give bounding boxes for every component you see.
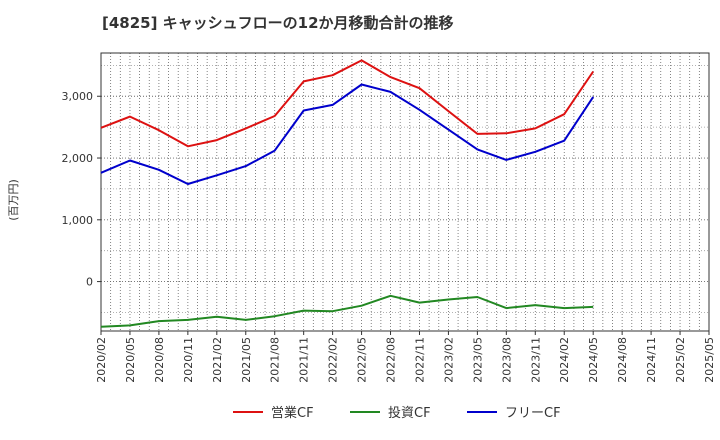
- x-tick-label: 2020/02: [95, 337, 108, 383]
- x-tick-label: 2023/05: [471, 337, 484, 383]
- series-line-1: [100, 294, 594, 328]
- legend-label-1: 投資CF: [388, 405, 431, 421]
- x-tick-label: 2021/05: [240, 337, 253, 383]
- x-tick-label: 2025/02: [674, 337, 687, 383]
- x-tick-label: 2020/05: [124, 337, 137, 383]
- x-tick-label: 2021/02: [211, 337, 224, 383]
- y-tick-label: 0: [86, 276, 93, 289]
- x-tick-label: 2024/11: [645, 337, 658, 383]
- x-tick-label: 2022/11: [413, 337, 426, 383]
- plot-frame: [100, 52, 710, 332]
- x-tick-label: 2023/02: [442, 337, 455, 383]
- series-line-2: [100, 83, 595, 185]
- x-tick-label: 2023/08: [500, 337, 513, 383]
- y-axis-label: (百万円): [7, 179, 20, 221]
- legend-label-0: 営業CF: [271, 405, 314, 421]
- plot-area: [101, 53, 709, 331]
- chart-title: [4825] キャッシュフローの12か月移動合計の推移: [102, 14, 454, 32]
- x-tick-label: 2025/05: [703, 337, 716, 383]
- x-tick-label: 2021/08: [269, 337, 282, 383]
- x-tick-label: 2022/08: [385, 337, 398, 383]
- x-tick-label: 2024/08: [616, 337, 629, 383]
- x-tick-label: 2020/11: [182, 337, 195, 383]
- x-tick-label: 2023/11: [529, 337, 542, 383]
- y-tick-label: 3,000: [62, 90, 94, 103]
- x-tick-label: 2021/11: [298, 337, 311, 383]
- x-tick-label: 2024/05: [587, 337, 600, 383]
- x-tick-label: 2020/08: [153, 337, 166, 383]
- x-tick-label: 2024/02: [558, 337, 571, 383]
- series-line-0: [100, 59, 595, 148]
- y-tick-label: 1,000: [62, 214, 94, 227]
- x-tick-label: 2022/02: [327, 337, 340, 383]
- legend-label-2: フリーCF: [505, 406, 561, 421]
- y-tick-label: 2,000: [62, 152, 94, 165]
- x-tick-label: 2022/05: [356, 337, 369, 383]
